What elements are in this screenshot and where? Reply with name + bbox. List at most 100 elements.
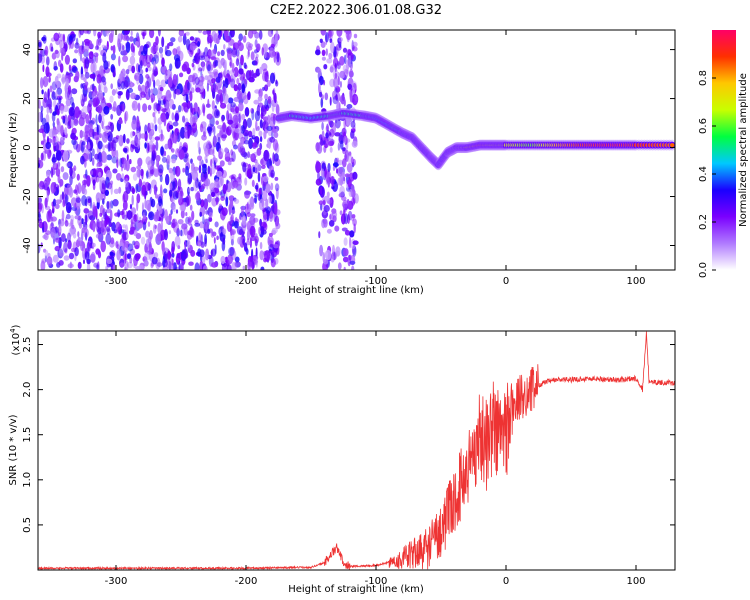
noise-band-speckle (338, 37, 343, 42)
noise-speckle (157, 30, 161, 37)
noise-speckle (87, 242, 91, 250)
noise-speckle (258, 88, 263, 98)
noise-speckle (230, 238, 234, 246)
noise-band-speckle (318, 231, 321, 239)
noise-speckle (86, 175, 91, 187)
noise-speckle (137, 138, 141, 150)
noise-speckle (68, 35, 73, 44)
noise-speckle (242, 35, 247, 43)
noise-speckle (170, 37, 176, 43)
noise-speckle (123, 30, 130, 35)
noise-speckle (222, 122, 227, 133)
noise-speckle (85, 214, 88, 226)
noise-speckle (109, 95, 114, 103)
noise-speckle (129, 257, 133, 264)
noise-speckle (217, 89, 223, 95)
noise-speckle (264, 84, 269, 92)
noise-speckle (189, 226, 194, 237)
noise-speckle (134, 245, 140, 249)
noise-speckle (104, 189, 110, 196)
noise-speckle (224, 151, 231, 163)
noise-band-speckle (323, 204, 330, 213)
noise-speckle (141, 169, 144, 180)
noise-speckle (38, 53, 43, 64)
noise-speckle (223, 44, 226, 50)
noise-band-speckle (315, 142, 320, 152)
noise-speckle (244, 177, 248, 186)
noise-speckle (91, 242, 96, 248)
noise-speckle (84, 153, 89, 162)
noise-speckle (210, 56, 217, 61)
noise-band-speckle (332, 211, 338, 219)
noise-speckle (62, 105, 69, 113)
noise-band-speckle (329, 96, 332, 106)
noise-speckle (151, 97, 154, 103)
noise-speckle (137, 84, 141, 92)
noise-speckle (150, 88, 154, 94)
noise-speckle (201, 255, 206, 264)
noise-speckle (122, 190, 129, 203)
noise-speckle (258, 198, 265, 211)
noise-speckle (157, 160, 160, 173)
noise-speckle (48, 76, 51, 83)
noise-speckle (171, 103, 176, 110)
noise-speckle (125, 41, 131, 53)
noise-speckle (77, 215, 83, 226)
noise-speckle (101, 103, 106, 108)
noise-speckle (61, 115, 66, 120)
noise-speckle (132, 173, 138, 181)
noise-speckle (233, 220, 239, 229)
snr-y-label: SNR (10 * v/v) (8, 414, 19, 485)
noise-band-speckle (323, 136, 330, 149)
noise-band-speckle (336, 30, 343, 37)
noise-speckle (167, 76, 173, 88)
noise-speckle (274, 183, 280, 192)
noise-band-speckle (342, 199, 349, 209)
noise-speckle (271, 249, 278, 258)
noise-speckle (255, 255, 259, 268)
noise-speckle (221, 262, 228, 270)
noise-speckle (74, 184, 79, 196)
noise-speckle (118, 119, 123, 125)
noise-band-speckle (318, 75, 324, 86)
noise-speckle (131, 51, 136, 57)
noise-band-speckle (320, 30, 327, 36)
noise-speckle (251, 108, 255, 121)
noise-speckle (142, 215, 146, 220)
noise-speckle (177, 45, 181, 57)
noise-speckle (172, 48, 178, 56)
y-tick-label: 1.0 (22, 472, 33, 488)
noise-speckle (175, 209, 179, 214)
noise-speckle (229, 30, 235, 38)
noise-speckle (84, 84, 88, 91)
noise-speckle (172, 205, 176, 213)
noise-speckle (99, 212, 103, 217)
noise-speckle (168, 124, 174, 130)
noise-band-speckle (328, 30, 332, 39)
noise-band-speckle (351, 140, 358, 148)
noise-speckle (271, 204, 275, 213)
noise-speckle (84, 124, 90, 137)
noise-speckle (143, 252, 151, 261)
noise-speckle (97, 140, 103, 150)
noise-speckle (250, 107, 254, 114)
noise-speckle (251, 179, 255, 187)
noise-speckle (91, 157, 95, 166)
noise-speckle (247, 91, 251, 101)
noise-speckle (260, 104, 267, 117)
noise-speckle (119, 262, 125, 268)
noise-speckle (67, 161, 73, 169)
noise-speckle (83, 188, 88, 196)
noise-speckle (215, 120, 219, 125)
noise-speckle (125, 159, 130, 172)
noise-speckle (215, 178, 220, 189)
noise-speckle (102, 52, 107, 64)
noise-speckle (106, 258, 113, 264)
noise-speckle (202, 215, 205, 225)
noise-speckle (43, 91, 48, 103)
noise-speckle (52, 254, 59, 263)
noise-speckle (58, 252, 64, 257)
noise-speckle (153, 184, 157, 196)
noise-band-speckle (352, 46, 358, 52)
noise-speckle (91, 117, 96, 125)
